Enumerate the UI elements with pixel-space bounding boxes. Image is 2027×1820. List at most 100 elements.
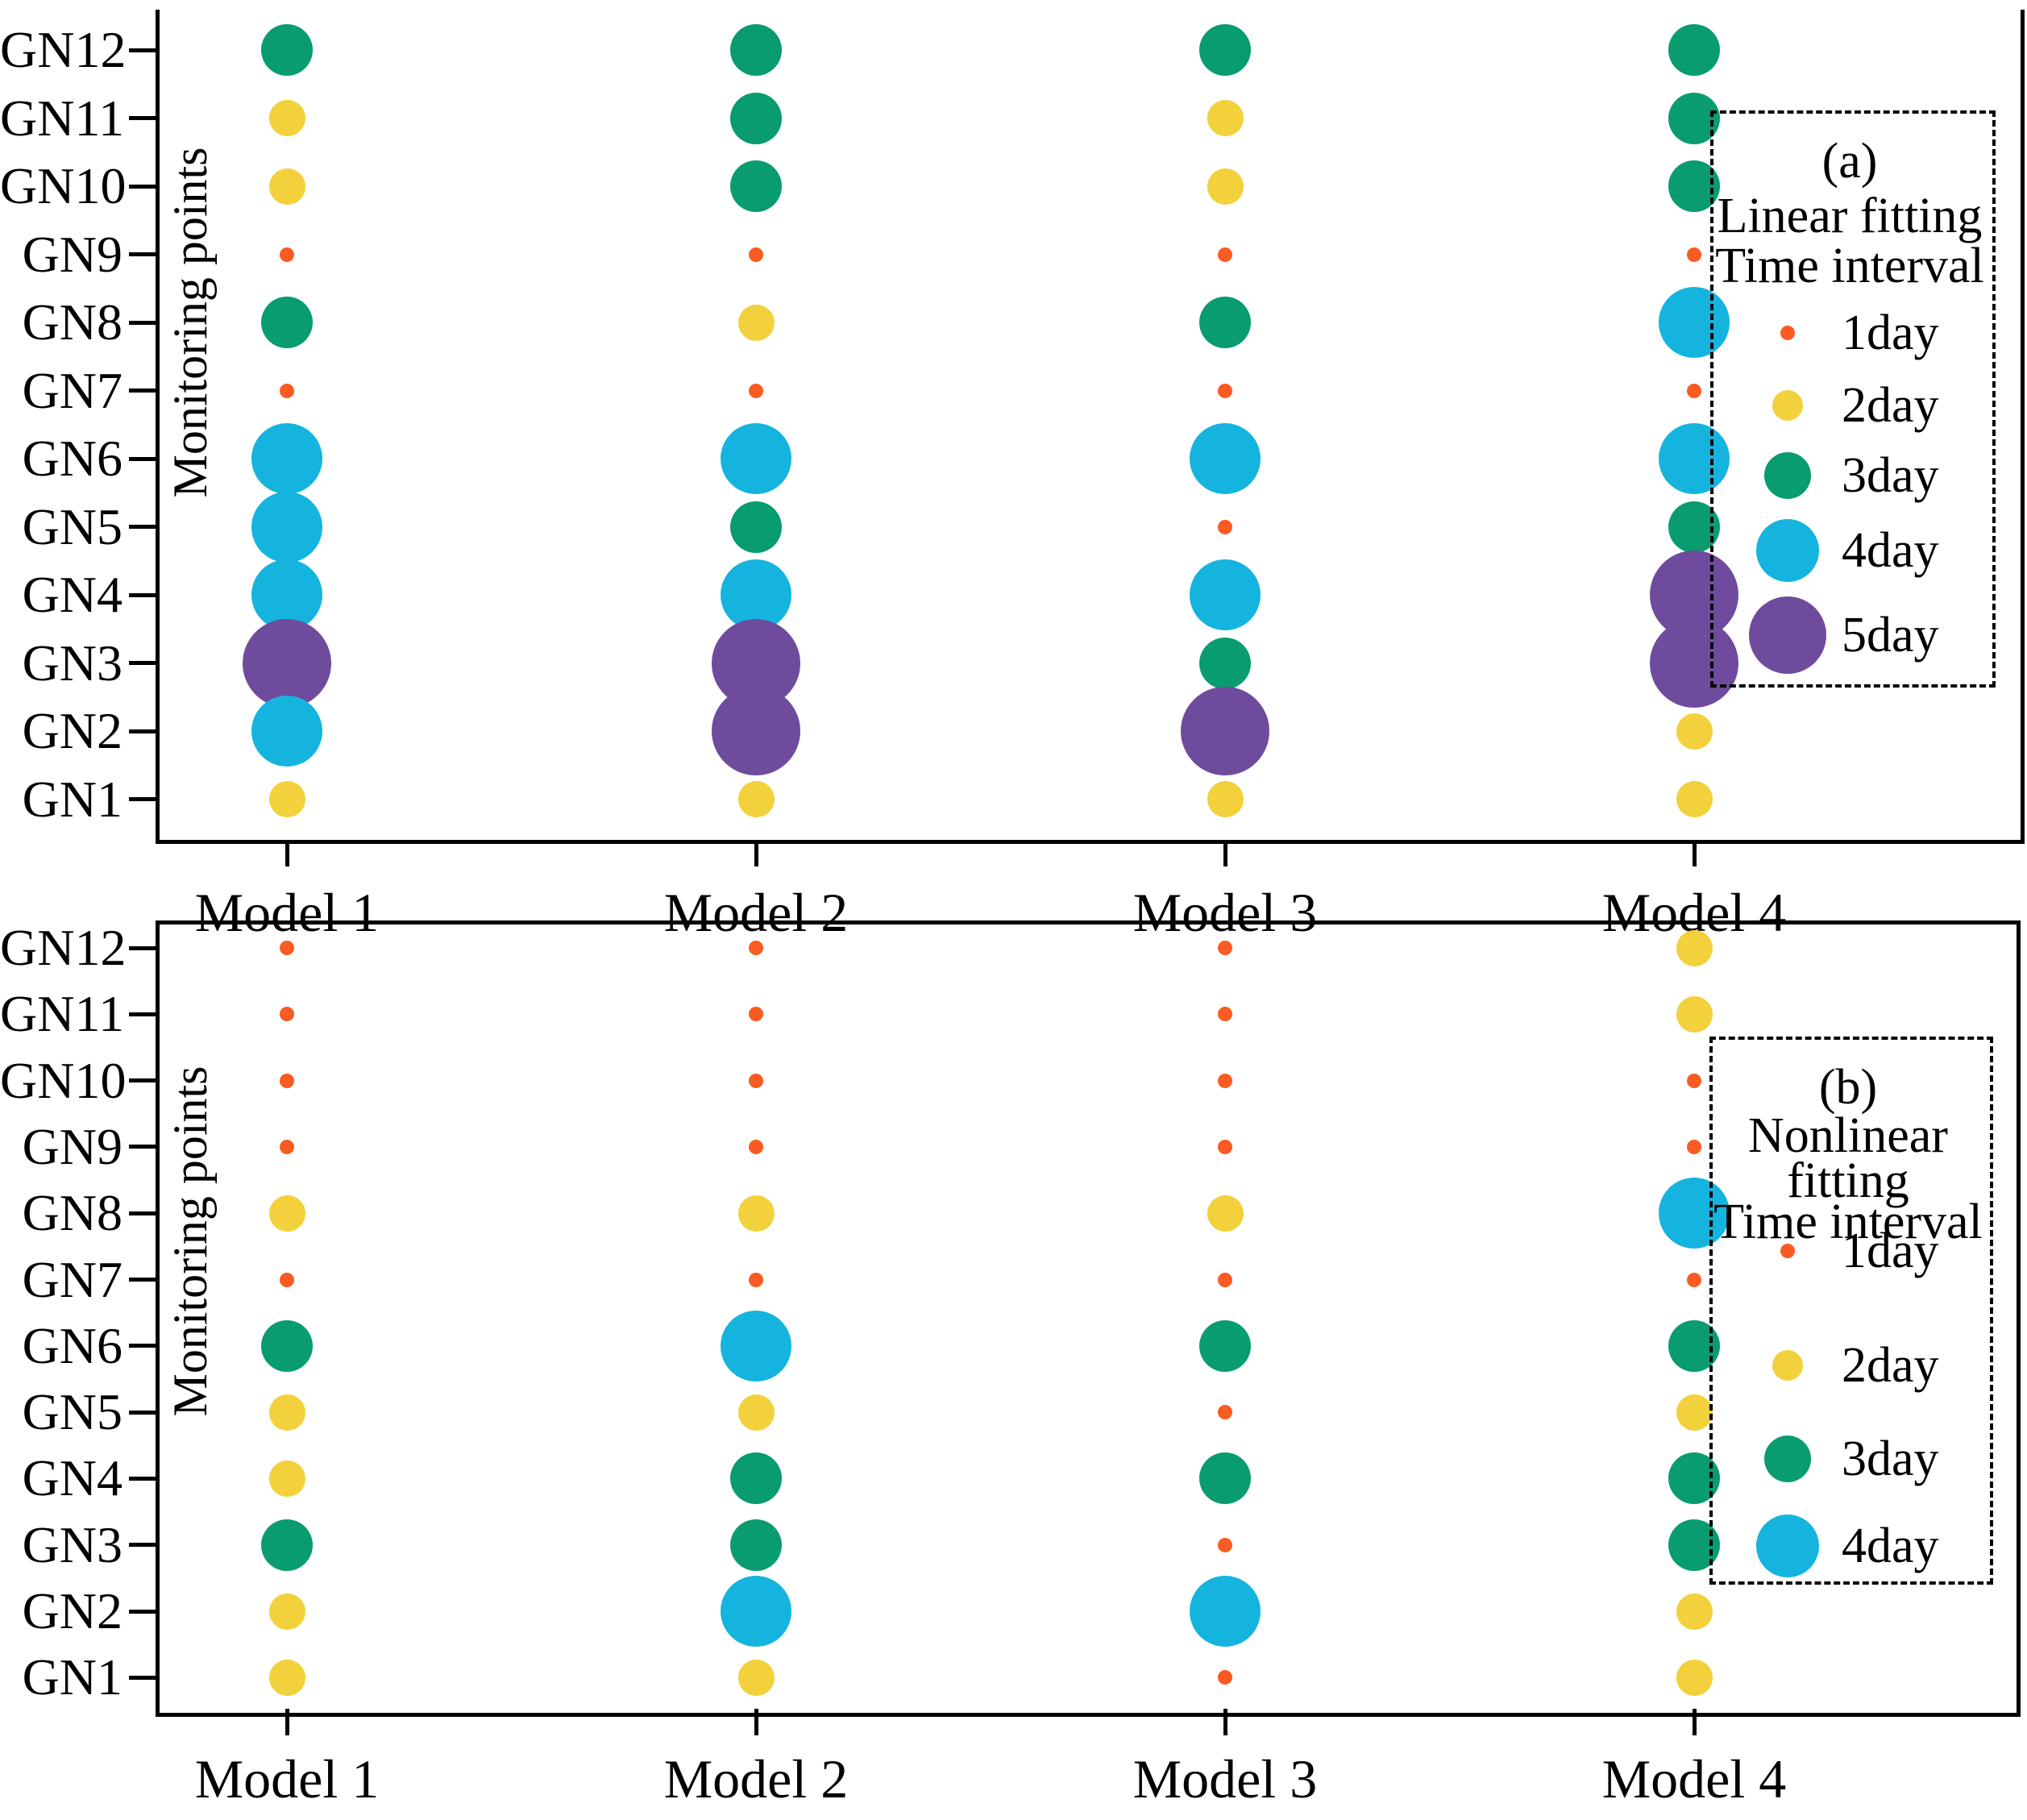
bubble-model2-gn12: [749, 941, 763, 955]
panel-a-legend-entry-label: 1day: [1842, 305, 1939, 360]
panel-b-row-label: GN9: [22, 1117, 123, 1175]
panel-b-row-label: GN8: [22, 1184, 123, 1242]
bubble-model3-gn8: [1207, 1195, 1244, 1232]
bubble-model4-gn9: [1687, 247, 1701, 262]
bubble-model1-gn10: [280, 1073, 294, 1088]
panel-b-legend-swatch-1day: [1780, 1244, 1795, 1258]
panel-a-legend-entry-label: 2day: [1842, 378, 1939, 433]
panel-a-legend-box: [1710, 110, 1996, 688]
panel-b-row-label: GN3: [22, 1515, 123, 1573]
bubble-model2-gn6: [721, 1310, 791, 1382]
panel-b-y-tick: [129, 1609, 156, 1614]
panel-b-legend-title-line: (b): [1818, 1060, 1878, 1115]
panel-a-row-label: GN3: [22, 634, 123, 692]
bubble-model1-gn3: [243, 618, 331, 708]
panel-a-legend-entry-label: 4day: [1842, 523, 1939, 578]
panel-b-row-label: GN6: [22, 1316, 123, 1374]
bubble-model2-gn4: [730, 1452, 782, 1505]
panel-a-y-tick: [129, 525, 156, 529]
bubble-model1-gn8: [261, 297, 313, 348]
bubble-model2-gn5: [730, 501, 782, 553]
panel-a-y-tick: [129, 48, 156, 52]
bubble-model2-gn1: [737, 781, 775, 817]
panel-b-x-tick: [1223, 1709, 1227, 1735]
bubble-model1-gn8: [268, 1195, 305, 1232]
panel-a-y-tick: [129, 592, 156, 597]
bubble-model4-gn7: [1687, 1272, 1701, 1287]
bubble-model4-gn8: [1659, 1178, 1730, 1249]
panel-a-row-label: GN10: [0, 157, 127, 214]
panel-a-legend-swatch-5day: [1749, 596, 1826, 674]
panel-b-row-label: GN7: [22, 1250, 123, 1308]
bubble-model3-gn7: [1218, 1272, 1232, 1287]
panel-b-row-label: GN1: [22, 1648, 123, 1706]
bubble-model3-gn7: [1218, 383, 1232, 398]
panel-a-row-label: GN7: [22, 361, 123, 419]
panel-a-legend-entry-label: 3day: [1842, 448, 1939, 503]
panel-a-y-axis-title: Monitoring points: [164, 147, 217, 498]
bubble-model1-gn6: [251, 423, 322, 494]
bubble-model4-gn12: [1668, 24, 1720, 76]
panel-a-row-label: GN4: [22, 566, 123, 623]
bubble-model1-gn7: [280, 1272, 294, 1287]
panel-a-legend-title-line: (a): [1821, 134, 1878, 189]
bubble-model3-gn11: [1218, 1007, 1232, 1022]
bubble-model3-gn12: [1199, 24, 1251, 76]
bubble-model3-gn8: [1199, 297, 1251, 348]
bubble-model3-gn4: [1190, 559, 1261, 630]
panel-a-plot-box: [156, 10, 2025, 844]
bubble-model1-gn7: [280, 383, 294, 398]
bubble-model3-gn3: [1218, 1537, 1232, 1552]
panel-b-row-label: GN2: [22, 1582, 123, 1639]
panel-a-col-label: Model 3: [1132, 882, 1318, 943]
bubble-model2-gn7: [749, 383, 763, 398]
panel-a-x-tick: [754, 840, 758, 866]
panel-a-col-label: Model 2: [663, 882, 849, 943]
bubble-model4-gn2: [1676, 1593, 1713, 1630]
panel-b-legend-entry-label: 4day: [1842, 1519, 1939, 1573]
bubble-model2-gn12: [730, 24, 782, 76]
panel-b-legend-title-line: Nonlinear: [1748, 1108, 1948, 1163]
bubble-model2-gn9: [749, 1139, 763, 1154]
bubble-model4-gn11: [1676, 995, 1713, 1033]
bubble-model2-gn2: [712, 687, 800, 775]
bubble-model4-gn2: [1676, 713, 1713, 750]
bubble-model3-gn10: [1207, 168, 1244, 205]
bubble-model2-gn2: [721, 1576, 791, 1647]
bubble-model1-gn2: [268, 1593, 305, 1630]
panel-b-legend-entry-label: 3day: [1842, 1431, 1939, 1486]
bubble-model2-gn5: [737, 1394, 775, 1431]
panel-a-row-label: GN8: [22, 293, 123, 351]
panel-a-legend-swatch-4day: [1756, 519, 1819, 582]
panel-b-x-tick: [754, 1709, 758, 1735]
bubble-model3-gn5: [1218, 1405, 1232, 1420]
panel-b-y-axis-title: Monitoring points: [164, 1066, 217, 1417]
bubble-model3-gn4: [1199, 1452, 1251, 1505]
panel-a-legend-swatch-2day: [1772, 390, 1803, 421]
panel-a-row-label: GN12: [0, 21, 127, 78]
bubble-model1-gn4: [251, 559, 322, 630]
bubble-model2-gn8: [737, 1195, 775, 1232]
panel-b-y-tick: [129, 1675, 156, 1680]
panel-a-y-tick: [129, 797, 156, 801]
panel-a-x-tick: [1692, 840, 1697, 866]
bubble-model1-gn1: [268, 781, 305, 817]
bubble-model3-gn3: [1199, 637, 1251, 689]
panel-a-legend-swatch-3day: [1764, 452, 1811, 499]
bubble-model3-gn6: [1199, 1319, 1251, 1372]
bubble-model1-gn3: [261, 1519, 313, 1571]
panel-b-y-tick: [129, 945, 156, 950]
panel-a-row-label: GN5: [22, 497, 123, 555]
panel-a-col-label: Model 1: [194, 882, 380, 943]
panel-b-x-tick: [1692, 1709, 1697, 1735]
bubble-model1-gn9: [280, 1139, 294, 1154]
panel-b-row-label: GN10: [0, 1051, 127, 1109]
bubble-model4-gn7: [1687, 383, 1701, 398]
bubble-model4-gn5: [1676, 1394, 1713, 1431]
panel-b-legend-entry-label: 1day: [1842, 1224, 1939, 1278]
bubble-model2-gn3: [730, 1519, 782, 1571]
bubble-model2-gn7: [749, 1272, 763, 1287]
panel-a-row-label: GN2: [22, 702, 123, 759]
panel-b-y-tick: [129, 1410, 156, 1415]
bubble-model4-gn1: [1676, 1659, 1713, 1696]
